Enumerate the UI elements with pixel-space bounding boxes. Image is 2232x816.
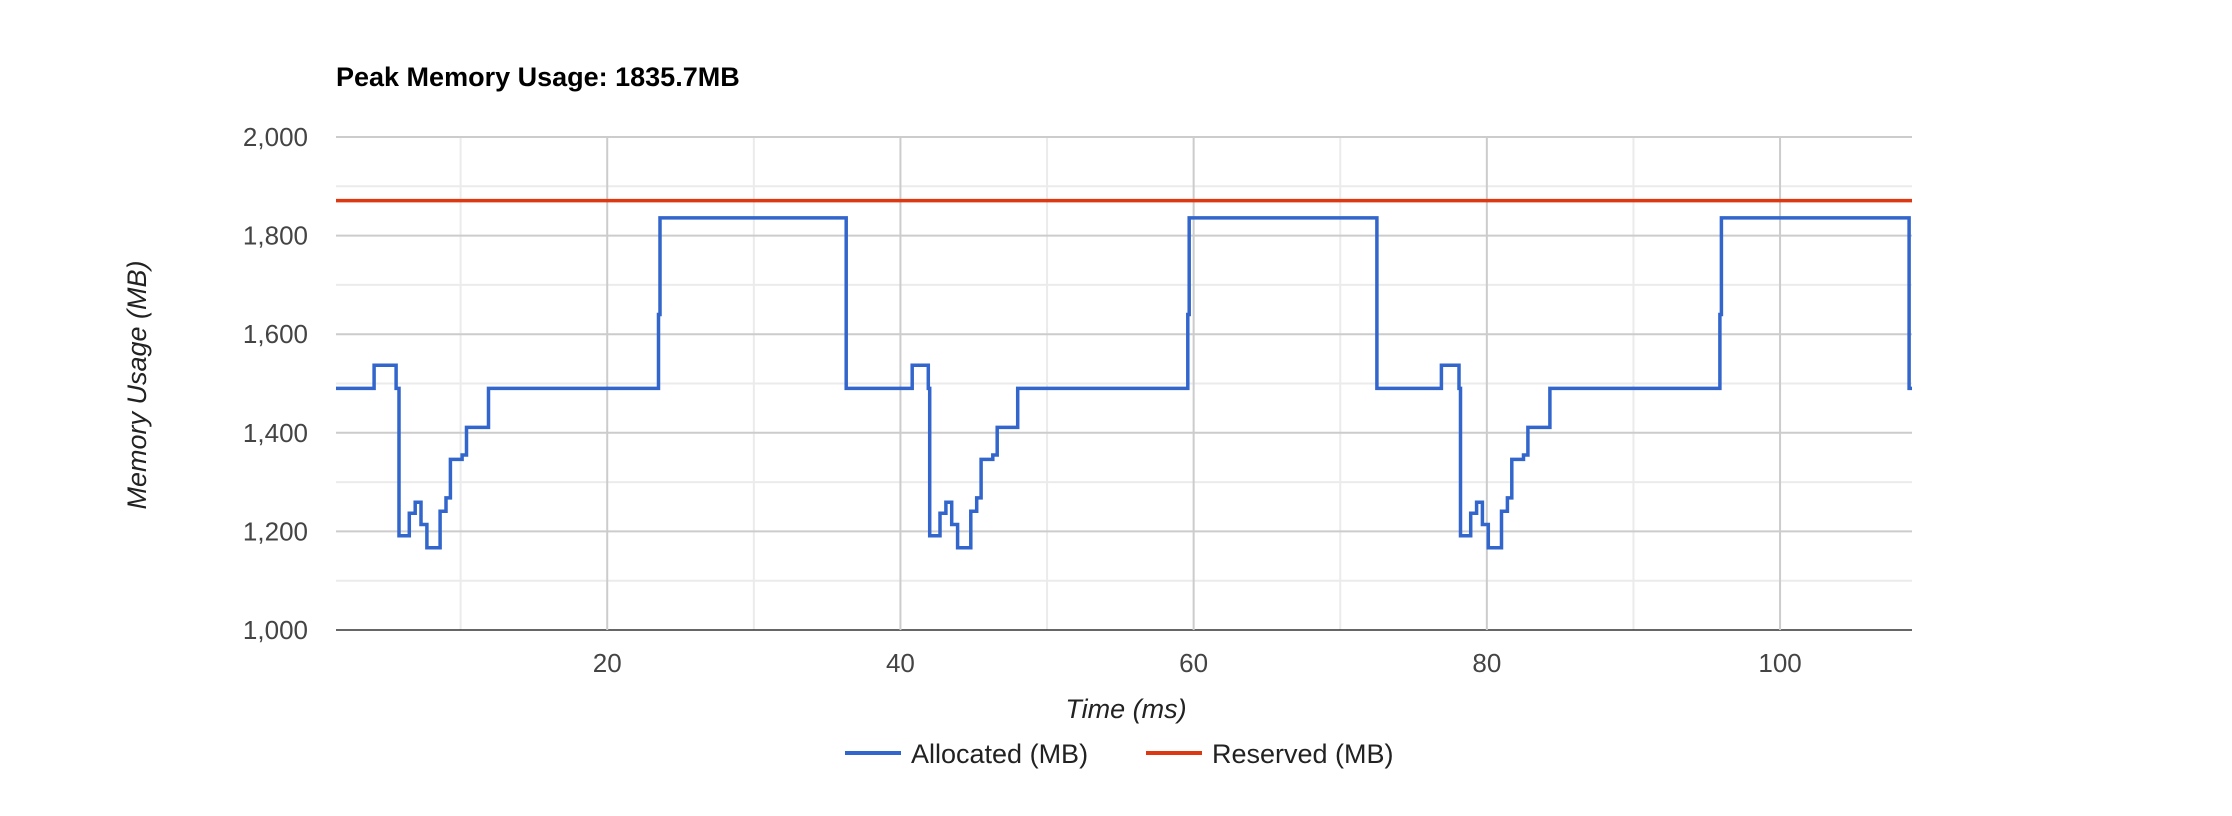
minor-gridlines (336, 137, 1912, 630)
chart-title: Peak Memory Usage: 1835.7MB (336, 62, 740, 92)
y-tick-label: 1,800 (243, 221, 308, 251)
y-axis-tick-labels: 1,000 1,200 1,400 1,600 1,800 2,000 (243, 122, 308, 645)
y-axis-title: Memory Usage (MB) (122, 260, 152, 509)
x-axis-tick-labels: 20 40 60 80 100 (593, 648, 1802, 678)
y-tick-label: 1,000 (243, 615, 308, 645)
y-tick-label: 2,000 (243, 122, 308, 152)
legend-label: Reserved (MB) (1212, 739, 1394, 769)
legend: Allocated (MB) Reserved (MB) (845, 739, 1394, 769)
x-tick-label: 20 (593, 648, 622, 678)
x-tick-label: 60 (1179, 648, 1208, 678)
x-axis-title: Time (ms) (1065, 694, 1186, 724)
x-tick-label: 80 (1472, 648, 1501, 678)
y-tick-label: 1,400 (243, 418, 308, 448)
series-lines (336, 198, 1912, 550)
x-tick-label: 100 (1758, 648, 1801, 678)
legend-label: Allocated (MB) (911, 739, 1088, 769)
series-line-allocated (336, 216, 1912, 550)
y-tick-label: 1,200 (243, 516, 308, 546)
y-tick-label: 1,600 (243, 319, 308, 349)
major-gridlines (336, 136, 1912, 631)
x-tick-label: 40 (886, 648, 915, 678)
